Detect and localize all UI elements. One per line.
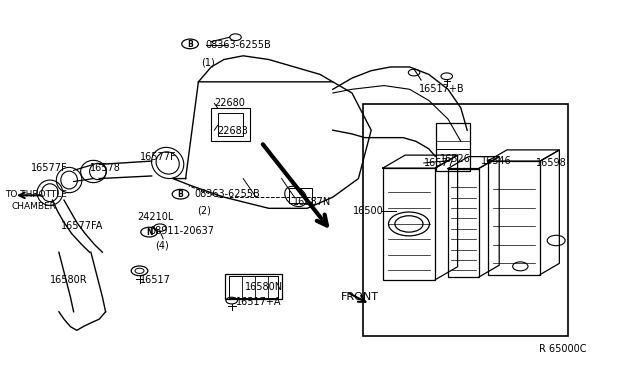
Text: 16577F: 16577F (140, 152, 176, 162)
Text: (2): (2) (197, 205, 211, 215)
Text: 22680: 22680 (214, 99, 245, 108)
Text: 16517+B: 16517+B (419, 84, 465, 93)
Bar (225, 274, 282, 299)
Text: 16577FA: 16577FA (61, 221, 103, 231)
Text: TO THROTTLE: TO THROTTLE (5, 190, 67, 199)
Text: (4): (4) (155, 241, 168, 250)
Bar (229, 276, 278, 298)
Text: 16526: 16526 (440, 154, 471, 164)
Text: 22683: 22683 (218, 126, 248, 136)
Bar (383, 168, 435, 280)
Text: 16578: 16578 (90, 163, 120, 173)
Text: 16577: 16577 (424, 158, 454, 168)
Text: 08911-20637: 08911-20637 (150, 227, 215, 236)
Text: 16598: 16598 (536, 158, 567, 168)
Text: 08363-6255B: 08363-6255B (205, 40, 271, 49)
Text: 16517+A: 16517+A (236, 297, 281, 307)
Bar (289, 188, 312, 203)
Text: (1): (1) (202, 58, 215, 67)
Bar (363, 104, 568, 336)
Text: 16587N: 16587N (293, 197, 332, 206)
Text: CHAMBER: CHAMBER (12, 202, 56, 211)
Bar (448, 169, 479, 277)
Text: N: N (146, 228, 152, 237)
Text: 24210L: 24210L (138, 212, 174, 221)
Text: B: B (178, 190, 183, 199)
Text: 16577F: 16577F (31, 163, 67, 173)
Text: 16580N: 16580N (244, 282, 283, 292)
Text: 16546: 16546 (481, 156, 512, 166)
Bar (488, 161, 540, 275)
Bar (436, 123, 470, 171)
Text: B: B (188, 40, 193, 49)
Text: 08363-6255B: 08363-6255B (195, 189, 260, 199)
Text: 16580R: 16580R (50, 275, 88, 285)
Text: 16517: 16517 (140, 275, 170, 285)
Bar (211, 108, 250, 141)
Text: FRONT: FRONT (340, 292, 378, 302)
Text: 16500: 16500 (353, 206, 384, 216)
Text: R 65000C: R 65000C (539, 344, 586, 354)
Bar (218, 113, 243, 136)
